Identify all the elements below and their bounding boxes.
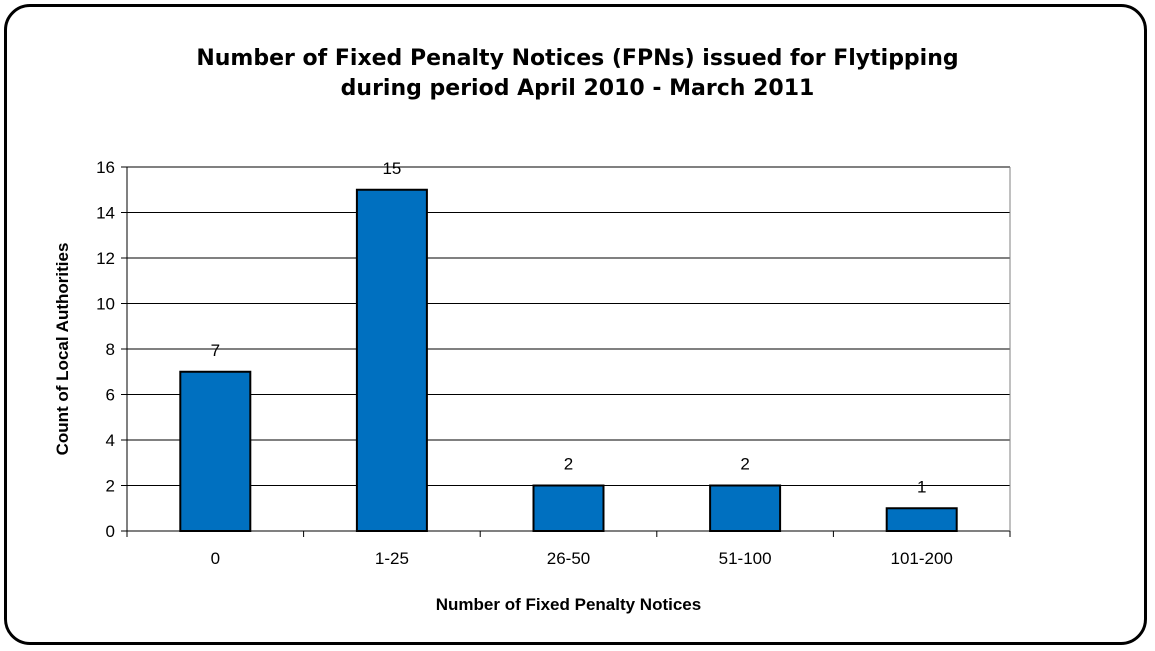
y-tick-label: 0 [106, 522, 115, 541]
y-tick-label: 2 [106, 477, 115, 496]
y-tick-label: 8 [106, 340, 115, 359]
bars [179, 188, 958, 532]
data-label: 15 [382, 159, 401, 178]
chart-frame [4, 4, 1147, 645]
y-tick-label: 6 [106, 386, 115, 405]
x-tick-label: 0 [211, 549, 220, 568]
bar [532, 484, 605, 532]
x-tick-label: 1-25 [375, 549, 409, 568]
bar [179, 370, 252, 532]
data-label: 7 [211, 341, 220, 360]
data-label: 1 [917, 477, 926, 496]
y-tick-label: 10 [96, 295, 115, 314]
x-tick-label: 51-100 [719, 549, 772, 568]
bar [885, 507, 958, 532]
labels: 0 2 4 6 8 10 12 14 16 0 7 1-25 15 26-50 2 51-100 2 101-20… [96, 158, 953, 568]
x-axis-title: Number of Fixed Penalty Notices [436, 595, 701, 614]
x-tick-label: 26-50 [547, 549, 590, 568]
data-label: 2 [564, 455, 573, 474]
chart-title-line-1: Number of Fixed Penalty Notices (FPNs) i… [196, 46, 959, 71]
y-tick-label: 12 [96, 249, 115, 268]
bar [709, 484, 782, 532]
y-tick-label: 14 [96, 204, 115, 223]
axes [121, 166, 1011, 537]
y-tick-label: 16 [96, 158, 115, 177]
gridlines [127, 166, 1010, 486]
y-axis-title: Count of Local Authorities [53, 243, 72, 456]
y-tick-label: 4 [106, 431, 115, 450]
chart-title: Number of Fixed Penalty Notices (FPNs) i… [0, 44, 1155, 104]
chart-title-line-2: during period April 2010 - March 2011 [340, 76, 815, 101]
data-label: 2 [740, 455, 749, 474]
bar [355, 188, 428, 532]
x-tick-label: 101-200 [891, 549, 953, 568]
